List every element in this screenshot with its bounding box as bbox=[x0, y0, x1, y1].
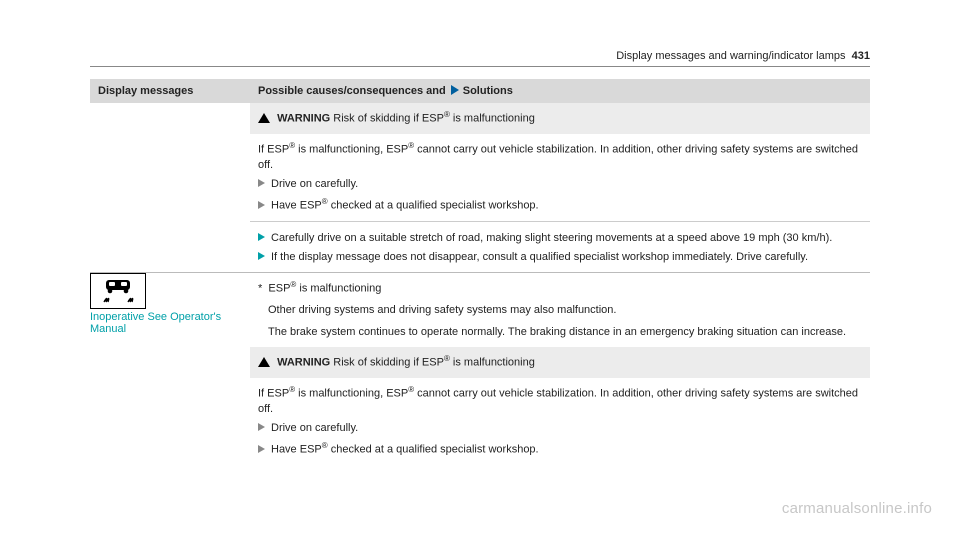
warning-body: If ESP® is malfunctioning, ESP® cannot c… bbox=[250, 378, 870, 465]
solution-arrow-icon bbox=[258, 252, 265, 260]
solutions-arrow-icon bbox=[451, 85, 459, 95]
esp-vehicle-skid-icon bbox=[90, 273, 146, 309]
cause-text: Other driving systems and driving safety… bbox=[258, 303, 862, 319]
table-row: Inoperative See Operator's Manual * ESP®… bbox=[90, 272, 870, 465]
col-display-messages: Display messages bbox=[90, 79, 250, 103]
row1-right: WARNING Risk of skidding if ESP® is malf… bbox=[250, 103, 870, 272]
step-item: Drive on carefully. bbox=[258, 421, 862, 437]
warning-label: WARNING bbox=[277, 357, 330, 369]
row2-right: * ESP® is malfunctioning Other driving s… bbox=[250, 272, 870, 465]
solution-item: Carefully drive on a suitable stretch of… bbox=[258, 231, 862, 247]
footnote-star: * bbox=[258, 282, 262, 294]
warning-label: WARNING bbox=[277, 113, 330, 125]
header-title: Display messages and warning/indicator l… bbox=[616, 50, 845, 62]
solution-arrow-icon bbox=[258, 233, 265, 241]
messages-table: Display messages Possible causes/consequ… bbox=[90, 79, 870, 465]
warning-block: WARNING Risk of skidding if ESP® is malf… bbox=[250, 103, 870, 134]
page-header: Display messages and warning/indicator l… bbox=[90, 50, 870, 67]
step-arrow-icon bbox=[258, 423, 265, 431]
message-link[interactable]: Inoperative See Operator's Manual bbox=[90, 311, 250, 335]
cause-text: The brake system continues to operate no… bbox=[258, 325, 862, 341]
warning-triangle-icon bbox=[258, 357, 270, 367]
cause-block: * ESP® is malfunctioning Other driving s… bbox=[250, 273, 870, 347]
warning-body: If ESP® is malfunctioning, ESP® cannot c… bbox=[250, 134, 870, 221]
page-number: 431 bbox=[852, 50, 870, 62]
col-causes-solutions: Possible causes/consequences and Solutio… bbox=[250, 79, 870, 103]
watermark: carmanualsonline.info bbox=[782, 500, 932, 517]
solution-item: If the display message does not disappea… bbox=[258, 250, 862, 266]
step-arrow-icon bbox=[258, 179, 265, 187]
table-row: WARNING Risk of skidding if ESP® is malf… bbox=[90, 103, 870, 272]
step-item: Have ESP® checked at a qualified special… bbox=[258, 440, 862, 459]
row1-left bbox=[90, 103, 250, 272]
warning-block: WARNING Risk of skidding if ESP® is malf… bbox=[250, 347, 870, 378]
step-arrow-icon bbox=[258, 445, 265, 453]
solution-block: Carefully drive on a suitable stretch of… bbox=[250, 221, 870, 272]
step-item: Drive on carefully. bbox=[258, 177, 862, 193]
step-arrow-icon bbox=[258, 201, 265, 209]
row2-left: Inoperative See Operator's Manual bbox=[90, 272, 250, 465]
warning-triangle-icon bbox=[258, 113, 270, 123]
step-item: Have ESP® checked at a qualified special… bbox=[258, 196, 862, 215]
